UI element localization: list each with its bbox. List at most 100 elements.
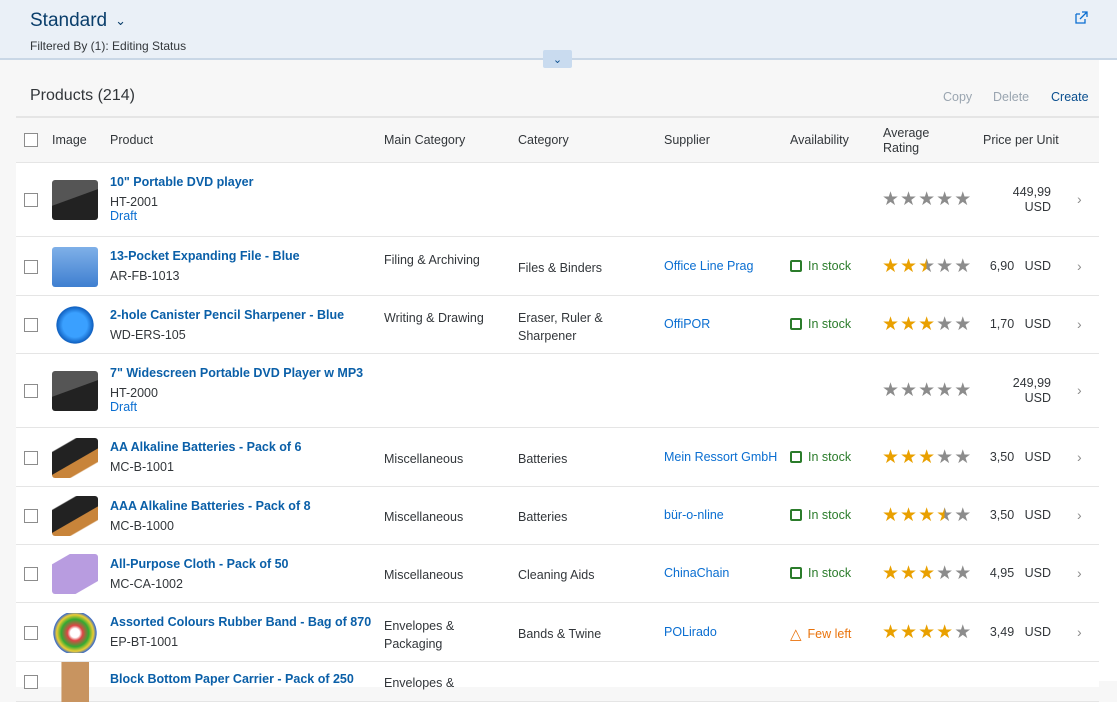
table-row[interactable]: All-Purpose Cloth - Pack of 50 MC-CA-100… [16,545,1099,603]
main-category: Miscellaneous [384,510,464,524]
table-row[interactable]: 13-Pocket Expanding File - Blue AR-FB-10… [16,237,1099,296]
main-category: Writing & Drawing [384,311,484,325]
col-availability[interactable]: Availability [790,133,849,147]
price-value: 3,50 [989,449,1015,464]
chevron-down-icon: ⌄ [552,53,563,66]
star-icon: ★ [954,563,972,584]
row-checkbox[interactable] [24,450,38,465]
price-value: 3,50 [989,508,1015,522]
star-icon: ★ [918,505,936,526]
supplier-link[interactable]: bür-o-nline [664,508,724,522]
product-name-link[interactable]: 10" Portable DVD player [110,175,254,189]
product-name-link[interactable]: AAA Alkaline Batteries - Pack of 8 [110,499,311,513]
col-main-category[interactable]: Main Category [384,133,466,147]
supplier-link[interactable]: Mein Ressort GmbH [664,449,778,464]
col-rating[interactable]: Average Rating [883,126,930,155]
supplier-link[interactable]: POLirado [664,624,717,639]
currency: USD [1024,391,1051,405]
star-icon: ★ [918,380,936,401]
product-name-link[interactable]: Assorted Colours Rubber Band - Bag of 87… [110,615,372,629]
variant-selector[interactable]: Standard ⌄ [30,10,126,32]
product-name-link[interactable]: Block Bottom Paper Carrier - Pack of 250 [110,672,354,686]
table-row[interactable]: AAA Alkaline Batteries - Pack of 8 MC-B-… [16,487,1099,545]
product-name-link[interactable]: 2-hole Canister Pencil Sharpener - Blue [110,308,345,322]
product-name-link[interactable]: 13-Pocket Expanding File - Blue [110,249,300,263]
row-checkbox[interactable] [24,318,38,332]
create-button[interactable]: Create [1051,90,1089,104]
rating-indicator: ★ ★ ★ ★ ★ [882,506,971,525]
availability-status: In stock [790,259,851,273]
select-all-checkbox[interactable] [24,133,38,147]
currency: USD [1024,624,1051,639]
chevron-right-icon[interactable]: › [1077,565,1082,581]
chevron-right-icon[interactable]: › [1077,316,1082,332]
product-id: MC-CA-1002 [110,577,183,591]
share-icon[interactable] [1073,10,1089,26]
main-category: Miscellaneous [384,568,464,582]
row-checkbox[interactable] [24,259,38,274]
chevron-right-icon[interactable]: › [1077,191,1082,207]
star-icon: ★ [936,255,954,277]
table-row[interactable]: Block Bottom Paper Carrier - Pack of 250… [16,662,1099,702]
star-icon: ★ [900,563,918,584]
col-price[interactable]: Price per Unit [983,133,1059,147]
row-checkbox[interactable] [24,567,38,581]
rating-indicator: ★ ★ ★ ★ ★ [882,381,971,400]
row-checkbox[interactable] [24,675,38,689]
chevron-right-icon[interactable]: › [1077,257,1082,274]
category: Cleaning Aids [518,568,595,582]
copy-button[interactable]: Copy [943,90,973,104]
chevron-right-icon[interactable]: › [1077,623,1082,640]
table-row[interactable]: 2-hole Canister Pencil Sharpener - Blue … [16,296,1099,354]
scrollbar[interactable] [1099,60,1117,681]
chevron-right-icon[interactable]: › [1077,507,1082,523]
success-icon [790,509,802,521]
chevron-right-icon[interactable]: › [1077,382,1082,398]
table-row[interactable]: 10" Portable DVD player HT-2001 Draft ★ ★… [16,163,1099,237]
chevron-right-icon[interactable]: › [1077,448,1082,465]
delete-button[interactable]: Delete [993,90,1030,104]
availability-status: In stock [790,450,851,464]
table-title: Products (214) [30,87,135,104]
category: Bands & Twine [518,626,602,641]
price-value: 1,70 [989,317,1015,331]
supplier-link[interactable]: OffiPOR [664,317,711,331]
expand-header-button[interactable]: ⌄ [543,50,572,68]
availability-text: In stock [808,566,852,580]
col-image[interactable]: Image [52,133,87,147]
star-icon: ★ [954,505,972,526]
row-checkbox[interactable] [24,193,38,207]
table-row[interactable]: AA Alkaline Batteries - Pack of 6 MC-B-1… [16,428,1099,487]
price: 1,70 USD [966,317,1051,332]
table-row[interactable]: Assorted Colours Rubber Band - Bag of 87… [16,603,1099,662]
price-value: 3,49 [989,624,1015,639]
star-icon: ★ [936,505,954,526]
category: Batteries [518,451,568,466]
col-supplier[interactable]: Supplier [664,133,710,147]
row-checkbox[interactable] [24,384,38,398]
row-checkbox[interactable] [24,509,38,523]
availability-status: In stock [790,317,851,331]
table-row[interactable]: 7" Widescreen Portable DVD Player w MP3 … [16,354,1099,428]
product-id: HT-2000 [110,386,158,400]
star-icon: ★ [882,314,900,335]
table-toolbar: Products (214) Copy Delete Create [16,77,1099,118]
supplier-link[interactable]: Office Line Prag [664,258,754,273]
supplier-link[interactable]: ChinaChain [664,566,730,580]
product-name-link[interactable]: AA Alkaline Batteries - Pack of 6 [110,440,302,454]
star-icon: ★ [900,621,918,643]
product-name-link[interactable]: 7" Widescreen Portable DVD Player w MP3 [110,366,364,380]
col-category[interactable]: Category [518,133,569,147]
col-product[interactable]: Product [110,133,154,147]
product-id: AR-FB-1013 [110,269,180,283]
product-name-link[interactable]: All-Purpose Cloth - Pack of 50 [110,557,289,571]
product-image [52,612,98,653]
star-icon: ★ [936,563,954,584]
product-id: EP-BT-1001 [110,635,179,649]
table-header: Image Product Main Category Category Sup… [16,118,1099,163]
availability-text: In stock [808,449,852,464]
star-icon: ★ [936,446,954,468]
row-checkbox[interactable] [24,625,38,640]
rating-indicator: ★ ★ ★ ★ ★ [882,190,971,209]
category: Eraser, Ruler & Sharpener [518,311,603,343]
